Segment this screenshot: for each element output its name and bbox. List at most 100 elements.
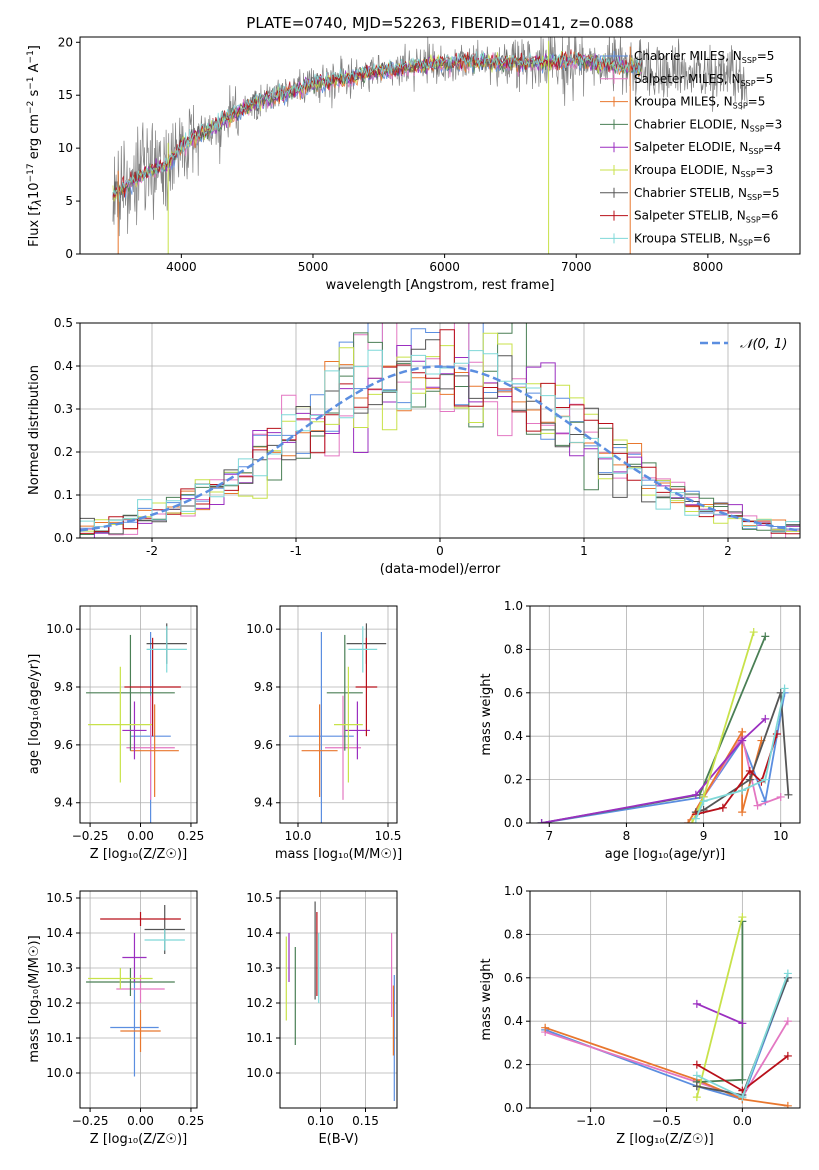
data-layer (537, 628, 793, 823)
legend-label: Kroupa STELIB, NSSP=6 (634, 231, 771, 247)
x-tick-label: 10.5 (375, 829, 402, 843)
y-tick-label: 10.0 (46, 1066, 73, 1080)
x-tick-label: 10 (773, 829, 788, 843)
legend-label: 𝒩(0, 1) (740, 337, 787, 352)
x-tick-label: 2 (724, 544, 732, 558)
y-tick-label: 10 (58, 141, 73, 155)
weight-point (738, 1075, 747, 1084)
y-tick-label: 0.2 (54, 445, 73, 459)
data-layer (112, 37, 748, 254)
data-layer (285, 901, 395, 1101)
weight-line (696, 1002, 743, 1025)
residual-histogram-panel: -2 -1 0 1 2 0.0 0.1 0.2 0.3 0.4 0.5 (data-model)/er… (27, 316, 801, 577)
x-tick-label: 0.0 (733, 1114, 752, 1128)
y-tick-label: 9.6 (254, 738, 273, 752)
y-tick-label: 10.1 (46, 1031, 73, 1045)
x-tick-label: 0.10 (307, 1114, 334, 1128)
y-tick-label: 0.4 (504, 729, 523, 743)
x-tick-label: -1 (290, 544, 302, 558)
legend-subscript: SSP (738, 238, 753, 247)
y-tick-label: 1.0 (504, 599, 523, 613)
y-tick-label: 10.3 (246, 961, 273, 975)
weight-line (544, 1026, 789, 1107)
spectrum-panel: 4000 5000 6000 7000 8000 0 5 10 15 20 wavelength [… (26, 35, 801, 293)
legend-count: =5 (756, 72, 774, 86)
x-tick-label: 5000 (298, 260, 329, 274)
plot-area (280, 891, 397, 1108)
data-layer (541, 913, 792, 1108)
errorbar-chabrier-elodie (326, 634, 363, 751)
weight-point (745, 775, 754, 784)
data-layer (86, 905, 185, 1077)
legend-series-name: Chabrier STELIB, N (634, 186, 747, 200)
weight-series-salpeter-elodie (537, 714, 770, 823)
weight-point (783, 1051, 792, 1060)
weight-point (692, 999, 701, 1008)
weight-point (738, 727, 747, 736)
weight-series-kroupa-elodie (692, 913, 747, 1102)
mass-vs-ebv-panel: 0.10 0.15 10.0 10.1 10.2 10.3 10.4 10.5 E(B-V) (246, 890, 398, 1147)
plot-area (530, 891, 800, 1108)
y-axis-label-part: −1 (26, 50, 36, 63)
legend-label: Chabrier STELIB, NSSP=5 (634, 186, 780, 202)
x-tick-label: 4000 (166, 260, 197, 274)
plot-area (80, 606, 197, 823)
y-tick-label: 0.6 (504, 971, 523, 985)
y-tick-label: 10.0 (246, 622, 273, 636)
legend-subscript: SSP (733, 102, 748, 111)
legend-subscript: SSP (748, 147, 763, 156)
weight-point (718, 803, 727, 812)
x-axis-label: Z [log₁₀(Z/Z☉)] (90, 847, 187, 862)
legend-subscript: SSP (747, 193, 762, 202)
y-axis-label: mass weight (479, 958, 494, 1040)
x-tick-label: −0.5 (652, 1114, 681, 1128)
weight-point (761, 632, 770, 641)
age-vs-metallicity-panel: −0.25 0.00 0.25 9.4 9.6 9.8 10.0 Z [log₁₀(Z/Z☉)… (27, 605, 204, 862)
legend-series-name: Chabrier ELODIE, N (634, 117, 750, 131)
legend-count: =3 (765, 117, 783, 131)
errorbar-chabrier-miles (110, 978, 159, 1077)
weight-point (541, 1023, 550, 1032)
weight-point (688, 819, 696, 823)
weight-point (749, 628, 758, 637)
axes-frame (279, 605, 398, 824)
weight-point (537, 819, 546, 823)
x-axis-label: Z [log₁₀(Z/Z☉)] (90, 1132, 187, 1147)
legend-subscript: SSP (741, 170, 756, 179)
y-tick-label: 0.3 (54, 402, 73, 416)
weight-point (780, 684, 789, 693)
y-tick-label: 9.4 (254, 796, 273, 810)
y-tick-label: 0 (65, 247, 73, 261)
weight-point (738, 1093, 747, 1102)
weight-point (692, 1071, 701, 1080)
y-axis-label-part: erg cm (27, 114, 42, 163)
x-tick-label: 7 (545, 829, 553, 843)
weight-series-chabrier-elodie (692, 917, 747, 1086)
plot-area (280, 606, 397, 823)
legend-series-name: Kroupa STELIB, N (634, 231, 738, 245)
data-layer (86, 623, 187, 823)
legend-label: Salpeter MILES, NSSP=5 (634, 72, 773, 88)
axes-frame (529, 605, 801, 824)
y-axis-label-part: Flux [f (27, 206, 42, 247)
x-tick-label: 8000 (693, 260, 724, 274)
y-tick-label: 0.0 (504, 816, 523, 830)
axes-frame (79, 890, 198, 1109)
legend-series-name: Salpeter ELODIE, N (634, 140, 748, 154)
axes-frame (79, 605, 198, 824)
y-tick-label: 9.8 (254, 680, 273, 694)
y-tick-label: 15 (58, 88, 73, 102)
legend-count: =6 (761, 209, 779, 223)
legend-label: Chabrier ELODIE, NSSP=3 (634, 117, 782, 133)
y-axis-label-part: ] (27, 45, 42, 50)
y-tick-label: 5 (65, 194, 73, 208)
y-axis-label-part: −1 (26, 77, 36, 90)
legend-label: Kroupa ELODIE, NSSP=3 (634, 163, 773, 179)
axes-frame (279, 890, 398, 1109)
weight-point (761, 714, 770, 723)
legend-series-name: Kroupa ELODIE, N (634, 163, 741, 177)
x-tick-label: 1 (580, 544, 588, 558)
x-axis-label: age [log₁₀(age/yr)] (605, 847, 726, 862)
y-axis-label-part: 10 (27, 182, 42, 199)
